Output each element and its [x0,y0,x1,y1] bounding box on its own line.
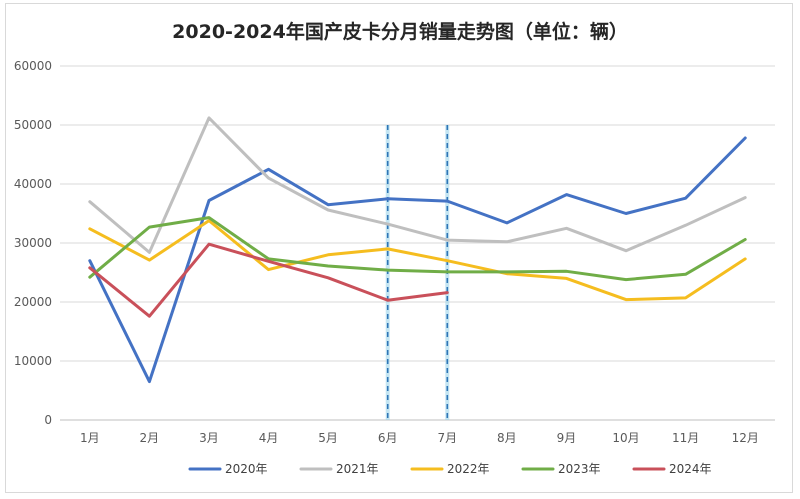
x-tick-label: 10月 [612,431,639,445]
legend-label: 2023年 [558,462,601,476]
chart-title: 2020-2024年国产皮卡分月销量走势图（单位：辆） [172,20,628,43]
x-tick-label: 8月 [497,431,517,445]
y-tick-label: 60000 [14,59,52,73]
series-lines [88,116,747,384]
gridlines [60,65,775,421]
series-line-2020年 [88,136,747,384]
legend-item: 2021年 [299,462,379,476]
x-tick-label: 6月 [378,431,398,445]
series-line-2022年 [88,219,747,302]
y-tick-label: 20000 [14,295,52,309]
legend-item: 2024年 [632,462,712,476]
x-tick-label: 1月 [80,431,100,445]
y-tick-label: 50000 [14,118,52,132]
legend: 2020年 2021年 2022年 2023年 2024年 [188,462,712,476]
y-tick-label: 0 [44,413,52,427]
legend-label: 2020年 [225,462,268,476]
y-axis: 0 10000 20000 30000 40000 50000 60000 [14,59,52,427]
x-tick-label: 3月 [199,431,219,445]
y-tick-label: 30000 [14,236,52,250]
x-tick-label: 7月 [437,431,457,445]
x-tick-label: 2月 [140,431,160,445]
legend-label: 2022年 [447,462,490,476]
series-line-2023年 [88,216,747,282]
legend-label: 2021年 [336,462,379,476]
x-tick-label: 9月 [557,431,577,445]
series-line-2024年 [88,242,449,318]
x-tick-label: 12月 [732,431,759,445]
legend-item: 2020年 [188,462,268,476]
x-tick-label: 5月 [318,431,338,445]
y-tick-label: 10000 [14,354,52,368]
x-tick-label: 4月 [259,431,279,445]
legend-item: 2022年 [410,462,490,476]
legend-label: 2024年 [669,462,712,476]
y-tick-label: 40000 [14,177,52,191]
legend-item: 2023年 [521,462,601,476]
series-line-2021年 [88,116,747,254]
chart-frame [5,3,793,493]
x-axis: 1月 2月 3月 4月 5月 6月 7月 8月 9月 10月 11月 12月 [80,431,759,445]
x-tick-label: 11月 [672,431,699,445]
